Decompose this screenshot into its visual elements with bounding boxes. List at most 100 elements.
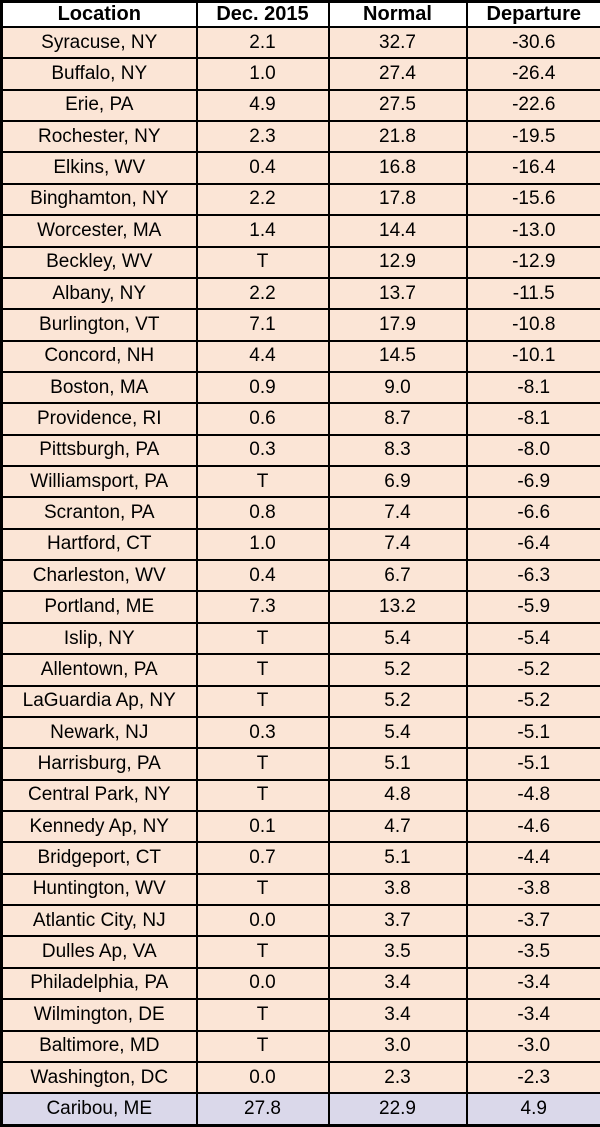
cell-departure: -6.3 — [465, 559, 600, 593]
table-row: Philadelphia, PA 0.0 3.4 -3.4 — [0, 966, 600, 1001]
cell-location: Newark, NJ — [0, 715, 198, 750]
cell-normal: 9.0 — [327, 370, 468, 405]
table-row: Harrisburg, PA T 5.1 -5.1 — [0, 747, 600, 781]
table-row: Erie, PA 4.9 27.5 -22.6 — [0, 88, 600, 123]
cell-departure: -5.4 — [465, 621, 600, 656]
cell-departure: -3.4 — [465, 998, 600, 1032]
cell-normal: 27.4 — [327, 57, 468, 91]
cell-location: Washington, DC — [0, 1060, 198, 1095]
cell-departure: 4.9 — [465, 1092, 600, 1127]
cell-departure: -6.6 — [465, 496, 600, 530]
table-row: Kennedy Ap, NY 0.1 4.7 -4.6 — [0, 809, 600, 844]
cell-dec-2015: 1.0 — [195, 57, 330, 91]
cell-departure: -3.4 — [465, 966, 600, 1001]
cell-departure: -10.8 — [465, 308, 600, 342]
cell-normal: 5.1 — [327, 747, 468, 781]
cell-dec-2015: 27.8 — [195, 1092, 330, 1127]
cell-dec-2015: T — [195, 684, 330, 718]
cell-normal: 8.3 — [327, 433, 468, 468]
cell-normal: 4.7 — [327, 809, 468, 844]
table-row: Albany, NY 2.2 13.7 -11.5 — [0, 276, 600, 311]
cell-departure: -12.9 — [465, 245, 600, 279]
cell-dec-2015: T — [195, 465, 330, 499]
table-row: Pittsburgh, PA 0.3 8.3 -8.0 — [0, 433, 600, 468]
cell-dec-2015: T — [195, 245, 330, 279]
table-row: Boston, MA 0.9 9.0 -8.1 — [0, 370, 600, 405]
cell-normal: 5.2 — [327, 653, 468, 687]
cell-dec-2015: 0.7 — [195, 841, 330, 875]
table-row: Baltimore, MD T 3.0 -3.0 — [0, 1029, 600, 1063]
cell-location: Scranton, PA — [0, 496, 198, 530]
cell-dec-2015: T — [195, 998, 330, 1032]
cell-location: Pittsburgh, PA — [0, 433, 198, 468]
header-row: Location Dec. 2015 Normal Departure — [0, 0, 600, 28]
cell-departure: -4.8 — [465, 778, 600, 812]
cell-dec-2015: 0.8 — [195, 496, 330, 530]
cell-dec-2015: T — [195, 935, 330, 969]
cell-normal: 5.1 — [327, 841, 468, 875]
cell-normal: 3.4 — [327, 966, 468, 1001]
cell-normal: 21.8 — [327, 120, 468, 154]
cell-normal: 7.4 — [327, 496, 468, 530]
cell-normal: 3.5 — [327, 935, 468, 969]
cell-departure: -5.1 — [465, 747, 600, 781]
cell-location: Wilmington, DE — [0, 998, 198, 1032]
cell-departure: -3.8 — [465, 872, 600, 907]
cell-departure: -5.2 — [465, 684, 600, 718]
cell-location: Albany, NY — [0, 276, 198, 311]
table-row: Central Park, NY T 4.8 -4.8 — [0, 778, 600, 812]
cell-location: Huntington, WV — [0, 872, 198, 907]
cell-departure: -6.9 — [465, 465, 600, 499]
cell-departure: -4.4 — [465, 841, 600, 875]
cell-departure: -16.4 — [465, 151, 600, 185]
cell-location: Caribou, ME — [0, 1092, 198, 1127]
cell-location: Central Park, NY — [0, 778, 198, 812]
cell-location: Allentown, PA — [0, 653, 198, 687]
cell-dec-2015: 7.3 — [195, 590, 330, 624]
column-header-departure: Departure — [465, 0, 600, 28]
cell-dec-2015: 0.4 — [195, 151, 330, 185]
cell-normal: 32.7 — [327, 25, 468, 60]
cell-departure: -15.6 — [465, 182, 600, 217]
cell-dec-2015: T — [195, 872, 330, 907]
cell-dec-2015: 1.0 — [195, 527, 330, 562]
cell-normal: 2.3 — [327, 1060, 468, 1095]
cell-location: Boston, MA — [0, 370, 198, 405]
cell-normal: 13.2 — [327, 590, 468, 624]
cell-location: Philadelphia, PA — [0, 966, 198, 1001]
cell-dec-2015: 4.9 — [195, 88, 330, 123]
cell-departure: -5.1 — [465, 715, 600, 750]
table-row: Providence, RI 0.6 8.7 -8.1 — [0, 402, 600, 436]
cell-normal: 4.8 — [327, 778, 468, 812]
cell-departure: -11.5 — [465, 276, 600, 311]
cell-normal: 13.7 — [327, 276, 468, 311]
cell-location: Beckley, WV — [0, 245, 198, 279]
cell-location: Harrisburg, PA — [0, 747, 198, 781]
cell-normal: 17.9 — [327, 308, 468, 342]
cell-dec-2015: 0.6 — [195, 402, 330, 436]
cell-dec-2015: 0.4 — [195, 559, 330, 593]
cell-dec-2015: 0.0 — [195, 904, 330, 938]
cell-dec-2015: 1.4 — [195, 214, 330, 248]
cell-dec-2015: 0.3 — [195, 433, 330, 468]
cell-location: Bridgeport, CT — [0, 841, 198, 875]
cell-dec-2015: 0.9 — [195, 370, 330, 405]
cell-dec-2015: T — [195, 1029, 330, 1063]
cell-location: Kennedy Ap, NY — [0, 809, 198, 844]
cell-departure: -30.6 — [465, 25, 600, 60]
table-row: Buffalo, NY 1.0 27.4 -26.4 — [0, 57, 600, 91]
cell-location: Buffalo, NY — [0, 57, 198, 91]
cell-normal: 14.5 — [327, 339, 468, 373]
cell-normal: 6.7 — [327, 559, 468, 593]
cell-location: Syracuse, NY — [0, 25, 198, 60]
cell-location: LaGuardia Ap, NY — [0, 684, 198, 718]
cell-location: Rochester, NY — [0, 120, 198, 154]
cell-location: Binghamton, NY — [0, 182, 198, 217]
table-row: Atlantic City, NJ 0.0 3.7 -3.7 — [0, 904, 600, 938]
table-row: Allentown, PA T 5.2 -5.2 — [0, 653, 600, 687]
cell-normal: 5.4 — [327, 715, 468, 750]
cell-normal: 5.4 — [327, 621, 468, 656]
cell-departure: -3.7 — [465, 904, 600, 938]
cell-normal: 17.8 — [327, 182, 468, 217]
